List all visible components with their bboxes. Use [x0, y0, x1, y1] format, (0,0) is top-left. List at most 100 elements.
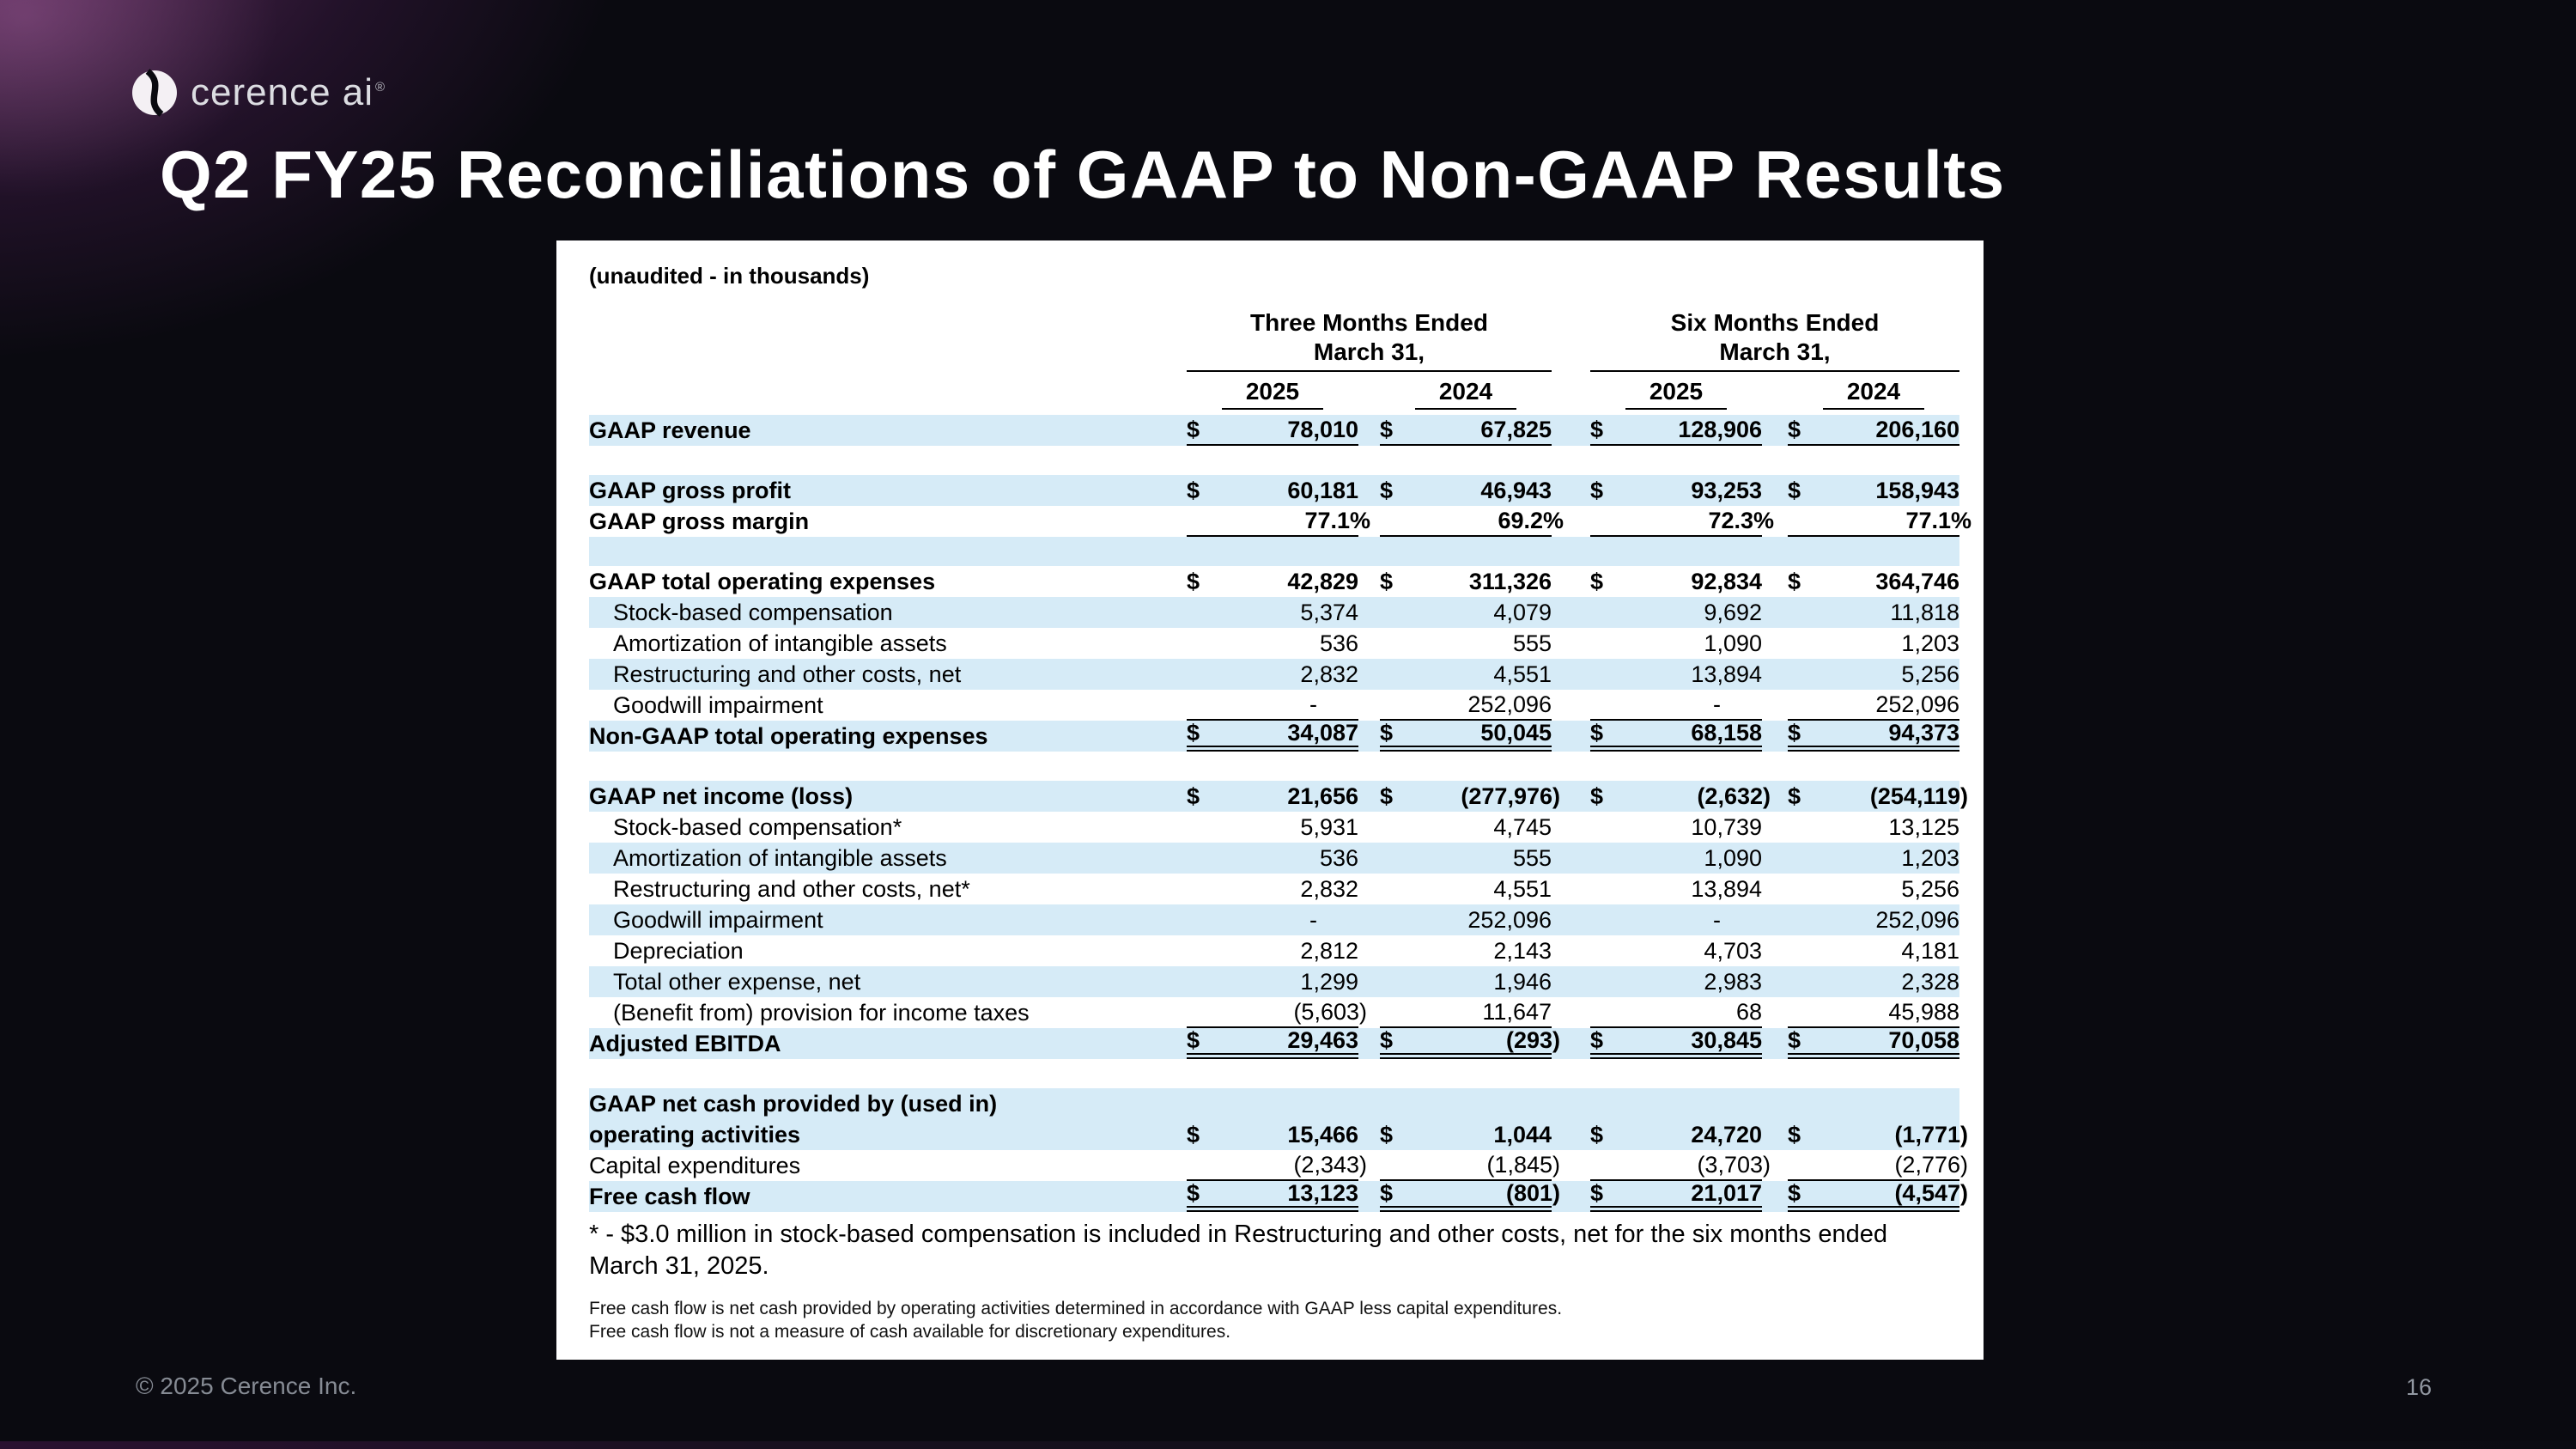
table-row: GAAP net income (loss) $21,656 $ (277,976) $… [589, 781, 1968, 813]
row-value-cell: 10,739 [1590, 812, 1762, 843]
currency-symbol: $ [1187, 1027, 1200, 1054]
value: 4,703 [1704, 937, 1762, 964]
row-label: Goodwill impairment [613, 691, 823, 718]
row-value-cell: 252,096 [1788, 690, 1959, 721]
row-value-cell: 1,203 [1788, 628, 1959, 659]
row-label: (Benefit from) provision for income taxe… [613, 999, 1030, 1026]
row-value-cell: 4,551 [1380, 659, 1552, 690]
value: 13,125 [1888, 813, 1959, 840]
col-group-six-months: Six Months Ended March 31, [1590, 308, 1959, 373]
value: (3,703) [1697, 1151, 1771, 1178]
year-header: 2025 [1590, 378, 1762, 411]
currency-symbol: $ [1380, 477, 1394, 503]
value: 252,096 [1875, 906, 1959, 933]
table-row: Amortization of intangible assets 536 555 1… [589, 628, 1959, 659]
value: (1,771) [1894, 1121, 1968, 1148]
value: 5,256 [1901, 875, 1959, 902]
value: 77.1% [1905, 507, 1971, 533]
table-subtitle: (unaudited - in thousands) [589, 263, 870, 289]
currency-symbol: $ [1590, 1027, 1604, 1054]
row-value-cell: 1,203 [1788, 843, 1959, 874]
year-header: 2024 [1788, 378, 1959, 411]
currency-symbol: $ [1590, 568, 1604, 594]
value: 15,466 [1287, 1121, 1358, 1148]
row-value-cell: $92,834 [1590, 566, 1762, 597]
col-group-three-months: Three Months Ended March 31, [1187, 308, 1552, 373]
table-row: Non-GAAP total operating expenses $34,087… [589, 720, 1959, 752]
value: 42,829 [1287, 568, 1358, 594]
cerence-logo-text: cerence ai ® [191, 71, 386, 113]
value: 21,656 [1287, 782, 1358, 809]
row-label: GAAP net cash provided by (used in) opera… [589, 1091, 998, 1148]
row-label: Adjusted EBITDA [589, 1030, 781, 1056]
row-value-cell: (3,703) [1590, 1150, 1771, 1182]
cerence-logo-icon [132, 69, 177, 117]
value: 252,096 [1467, 906, 1552, 933]
page-number: 16 [2405, 1374, 2432, 1400]
row-value-cell: 13,125 [1788, 812, 1959, 843]
row-value-cell: 252,096 [1380, 904, 1552, 935]
row-value-cell: - [1187, 904, 1358, 935]
currency-symbol: $ [1187, 1180, 1200, 1207]
slide-title: Q2 FY25 Reconciliations of GAAP to Non-G… [160, 137, 2006, 212]
value: 24,720 [1691, 1121, 1762, 1148]
row-label: Amortization of intangible assets [613, 630, 947, 656]
table-spacer-row [589, 1059, 1959, 1088]
table-row: Adjusted EBITDA $29,463 $ (293) $30,845 $70,0… [589, 1027, 1959, 1060]
value: 21,017 [1691, 1180, 1762, 1207]
value: 93,253 [1691, 477, 1762, 503]
currency-symbol: $ [1380, 568, 1394, 594]
value: (1,845) [1486, 1151, 1560, 1178]
value: 4,181 [1901, 937, 1959, 964]
row-value-cell: $ (293) [1380, 1027, 1560, 1060]
row-value-cell: 4,745 [1380, 812, 1552, 843]
year-header: 2024 [1380, 378, 1552, 411]
value: 2,143 [1493, 937, 1552, 964]
currency-symbol: $ [1187, 477, 1200, 503]
table-row: Restructuring and other costs, net 2,832 4… [589, 659, 1959, 691]
year-header: 2025 [1187, 378, 1358, 411]
row-value-cell: - [1590, 904, 1762, 935]
table-row: GAAP net cash provided by (used in) opera… [589, 1088, 1968, 1151]
value: 34,087 [1287, 720, 1358, 746]
row-value-cell: 13,894 [1590, 874, 1762, 904]
row-value-cell: 252,096 [1380, 690, 1552, 721]
value: 4,551 [1493, 661, 1552, 687]
row-value-cell: 4,181 [1788, 935, 1959, 966]
table-row: Amortization of intangible assets 536 555 1… [589, 843, 1959, 874]
row-value-cell: $128,906 [1590, 415, 1762, 447]
row-label: Capital expenditures [589, 1152, 801, 1178]
row-value-cell: $311,326 [1380, 566, 1552, 597]
row-label: GAAP revenue [589, 417, 751, 443]
row-value-cell: $68,158 [1590, 720, 1762, 752]
row-value-cell: (1,845) [1380, 1150, 1560, 1182]
value: 72.3% [1708, 507, 1774, 533]
value: 77.1% [1304, 507, 1370, 533]
row-value-cell: $13,123 [1187, 1180, 1358, 1213]
row-value-cell: 2,832 [1187, 659, 1358, 690]
row-value-cell: 5,256 [1788, 874, 1959, 904]
row-value-cell: 1,090 [1590, 843, 1762, 874]
value: 69.2% [1498, 507, 1564, 533]
row-value-cell: $ (2,632) [1590, 781, 1771, 812]
value: 13,894 [1691, 661, 1762, 687]
value: 1,946 [1493, 968, 1552, 995]
table-row: Total other expense, net 1,299 1,946 2,983 2… [589, 966, 1959, 998]
col-group-line: March 31, [1719, 338, 1831, 366]
row-value-cell: $30,845 [1590, 1027, 1762, 1060]
table-row: GAAP total operating expenses $42,829 $311… [589, 566, 1959, 597]
row-value-cell: 2,812 [1187, 935, 1358, 966]
currency-symbol: $ [1788, 477, 1801, 503]
currency-symbol: $ [1590, 1180, 1604, 1207]
table-row: GAAP gross profit $60,181 $46,943 $93,253 $1… [589, 475, 1959, 507]
value: (4,547) [1894, 1180, 1968, 1207]
row-label: GAAP gross profit [589, 477, 792, 503]
row-value-cell: $93,253 [1590, 475, 1762, 506]
value: (254,119) [1869, 782, 1968, 809]
value: - [1713, 691, 1721, 717]
value: 68,158 [1691, 720, 1762, 746]
value: 13,123 [1287, 1180, 1358, 1207]
fine-print-line: Free cash flow is net cash provided by o… [589, 1298, 1563, 1318]
col-group-line: March 31, [1313, 338, 1425, 366]
table-spacer-row [589, 446, 1959, 475]
